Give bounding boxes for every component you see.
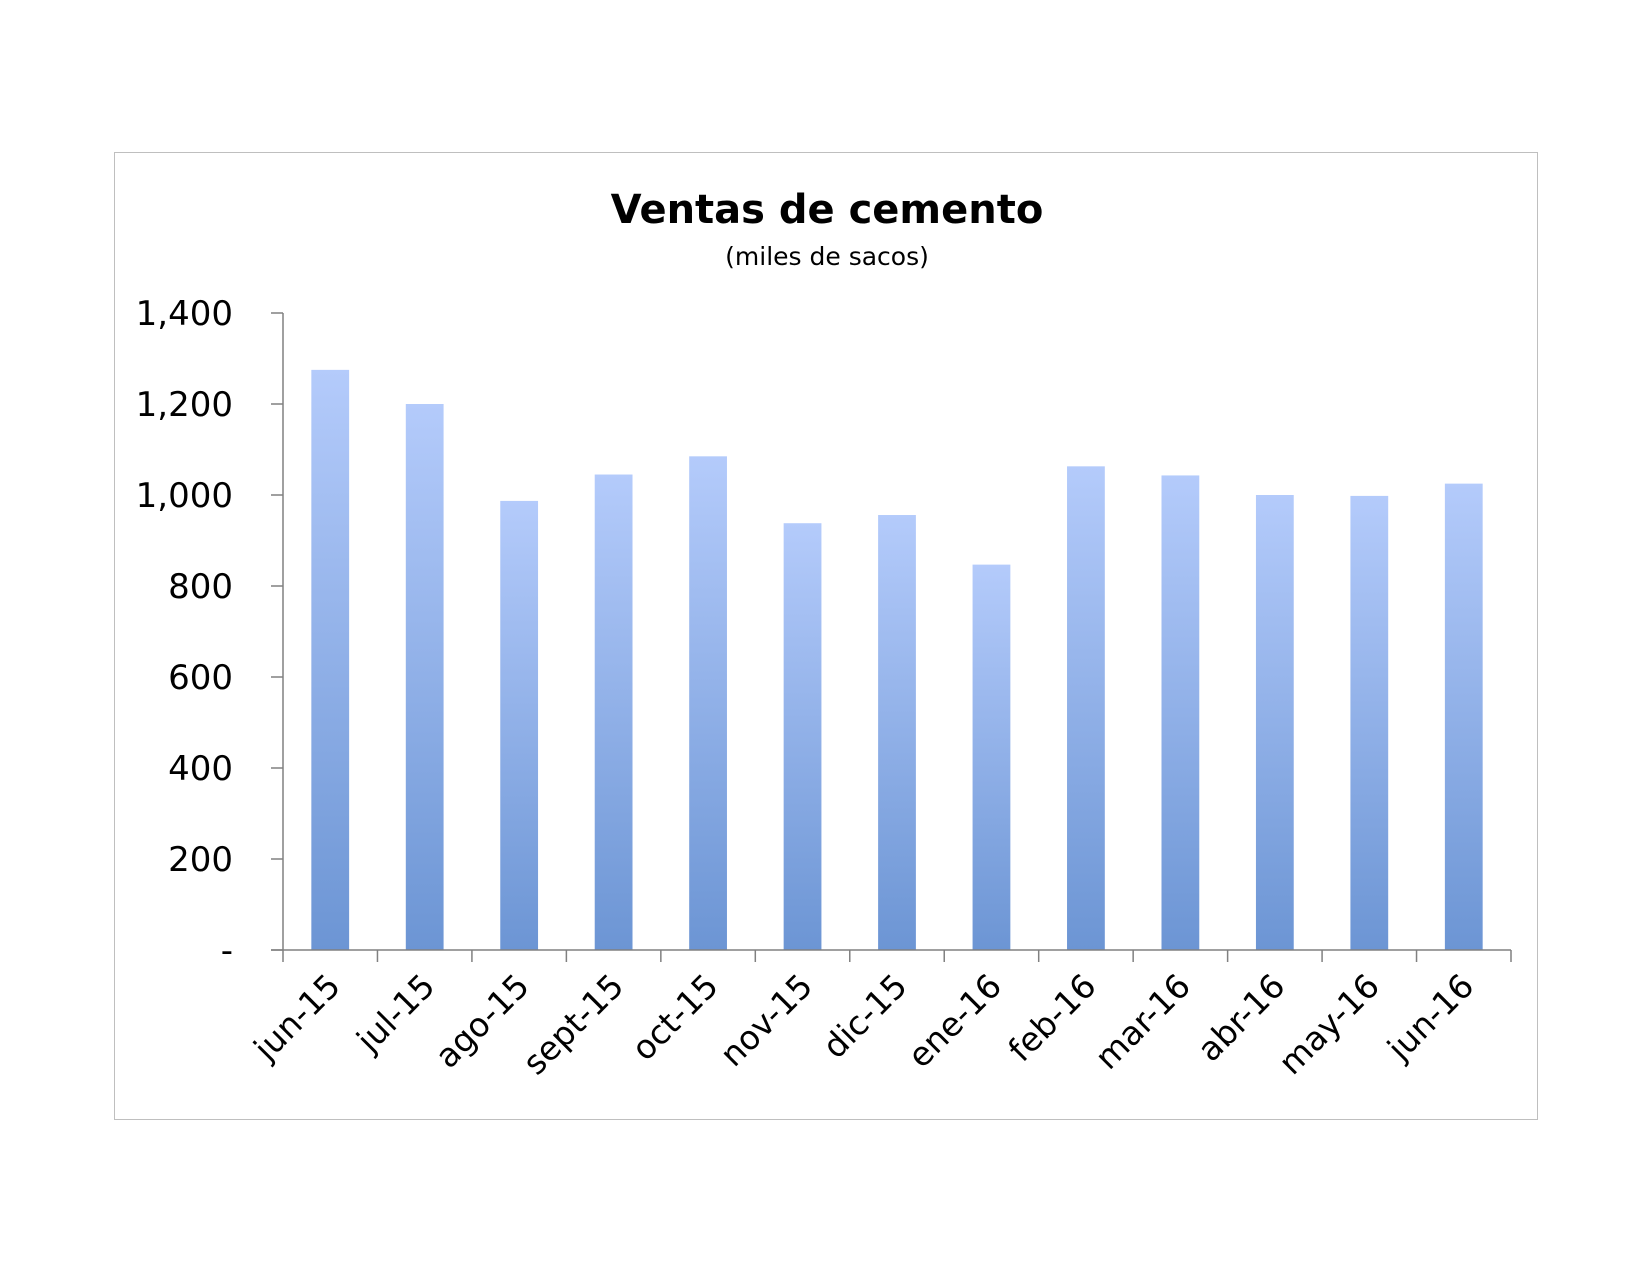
bar-abr-16	[1255, 495, 1294, 950]
bar-jun-15	[311, 369, 350, 950]
y-tick-label: 600	[168, 658, 233, 698]
chart-subtitle: (miles de sacos)	[725, 242, 929, 271]
y-tick-label: 400	[168, 749, 233, 789]
y-tick-label: 1,400	[136, 294, 233, 334]
x-tick-label: mar-16	[1087, 966, 1198, 1077]
x-tick-label: sept-15	[515, 966, 631, 1082]
bar-sept-15	[594, 474, 633, 950]
x-tick-label: may-16	[1271, 966, 1387, 1082]
x-tick-label: jun-16	[1379, 966, 1481, 1068]
y-tick-label: -	[221, 931, 233, 971]
bars	[311, 369, 1483, 950]
x-tick-label: ene-16	[900, 966, 1009, 1075]
bar-may-16	[1350, 495, 1389, 950]
x-axis-ticks	[282, 950, 1512, 962]
x-tick-label: nov-15	[712, 966, 820, 1074]
chart-title: Ventas de cemento	[611, 187, 1044, 233]
x-tick-label: dic-15	[815, 966, 915, 1066]
x-tick-label: oct-15	[624, 966, 726, 1068]
x-axis-labels: jun-15 jul-15ago-15sept-15oct-15nov-15dic…	[245, 966, 1481, 1082]
bar-jun-16	[1444, 483, 1483, 950]
bar-oct-15	[689, 456, 727, 950]
y-axis-ticks: - 200 400 600 800 1,000 1,200 1,400	[136, 294, 283, 971]
bar-ago-15	[500, 500, 539, 950]
y-tick-label: 1,200	[136, 385, 233, 425]
chart-frame: Ventas de cemento (miles de sacos) - 200 4…	[114, 152, 1538, 1120]
y-tick-label: 200	[168, 840, 233, 880]
x-tick-label: feb-16	[1000, 966, 1103, 1069]
bar-ene-16	[972, 564, 1011, 950]
y-tick-label: 800	[168, 567, 233, 607]
bar-feb-16	[1067, 466, 1105, 950]
bar-nov-15	[783, 523, 822, 950]
bar-jul-15	[405, 404, 444, 950]
x-tick-label: jun-15	[245, 966, 347, 1068]
bar-chart: Ventas de cemento (miles de sacos) - 200 4…	[136, 187, 1512, 1082]
y-tick-label: 1,000	[136, 476, 233, 516]
bar-dic-15	[878, 515, 916, 950]
bar-mar-16	[1161, 475, 1200, 950]
